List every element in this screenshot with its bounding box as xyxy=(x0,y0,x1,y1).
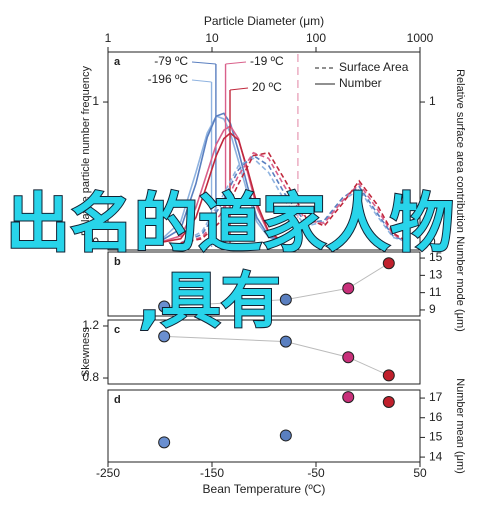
label-leader xyxy=(191,79,212,83)
series-line xyxy=(180,157,411,244)
fit-line xyxy=(164,335,390,376)
data-point xyxy=(342,351,355,364)
y-tick-label: 0.8 xyxy=(82,370,99,384)
overlay-text: 出名的道家人物 xyxy=(6,188,454,262)
series-label: -19 ºC xyxy=(250,54,284,68)
y-tick-label: 15 xyxy=(429,250,443,264)
y-tick-label: 17 xyxy=(429,390,443,404)
x-tick-label: 1000 xyxy=(407,31,434,45)
y-axis-label: Skewness xyxy=(80,326,92,377)
data-point xyxy=(382,257,395,270)
label-leader xyxy=(229,87,249,91)
data-point xyxy=(382,396,395,408)
y-tick-label: 9 xyxy=(429,302,436,316)
series-line xyxy=(157,131,286,244)
x-axis-label: Bean Temperature (ºC) xyxy=(203,482,326,496)
x-tick-label: -250 xyxy=(96,466,120,480)
series-line xyxy=(157,124,286,244)
series-line xyxy=(157,115,285,244)
series-line xyxy=(180,154,411,244)
y-axis-label: Relative particle number frequency xyxy=(80,66,92,236)
x-tick-label: 10 xyxy=(205,31,219,45)
panel-frame xyxy=(107,251,421,317)
y-tick-label: 15 xyxy=(429,430,443,444)
data-point xyxy=(342,391,355,404)
panel-frame xyxy=(107,319,421,385)
x-tick-label: 1 xyxy=(105,31,112,45)
data-point xyxy=(279,429,292,442)
y-tick-label: 11 xyxy=(429,285,442,299)
data-point xyxy=(279,293,292,306)
x-tick-label: 100 xyxy=(306,31,326,45)
y-tick-label: 1 xyxy=(92,94,99,108)
y-tick-label: 0 xyxy=(92,235,99,249)
label-leader xyxy=(191,61,216,65)
panel-letter: b xyxy=(114,256,121,268)
panel-frame xyxy=(107,389,421,463)
y-tick-label: 1 xyxy=(429,94,436,108)
series-line xyxy=(157,112,286,244)
series-label: -79 ºC xyxy=(154,54,188,68)
y-tick-label: 0 xyxy=(429,235,436,249)
data-point xyxy=(279,335,292,348)
y-axis-label: Relative surface area contribution xyxy=(454,69,466,233)
y-tick-label: 14 xyxy=(429,449,443,463)
data-point xyxy=(342,282,355,295)
y-tick-label: 13 xyxy=(429,268,443,282)
panel-frame xyxy=(107,51,421,251)
x-tick-label: 50 xyxy=(413,466,427,480)
panel-letter: a xyxy=(114,56,121,68)
series-label: -196 ºC xyxy=(148,72,189,86)
series-label: 20 ºC xyxy=(252,80,282,94)
panel-letter: c xyxy=(114,324,120,336)
x-axis-label: Particle Diameter (μm) xyxy=(204,14,324,28)
fit-line xyxy=(164,262,390,307)
label-leader xyxy=(225,61,247,65)
y-tick-label: 1.2 xyxy=(82,318,99,332)
data-point xyxy=(158,436,171,449)
overlay-text: ,具有 xyxy=(138,267,281,337)
y-tick-label: 16 xyxy=(429,410,443,424)
series-line xyxy=(180,151,411,244)
y-axis-label: Number mode (μm) xyxy=(454,236,466,332)
x-tick-label: -150 xyxy=(200,466,224,480)
data-point xyxy=(382,369,395,382)
x-tick-label: -50 xyxy=(307,466,325,480)
legend-label: Number xyxy=(339,76,382,90)
data-point xyxy=(158,300,171,313)
legend-label: Surface Area xyxy=(339,60,409,74)
y-axis-label: Number mean (μm) xyxy=(454,378,466,474)
panel-letter: d xyxy=(114,394,121,406)
data-point xyxy=(158,330,171,343)
